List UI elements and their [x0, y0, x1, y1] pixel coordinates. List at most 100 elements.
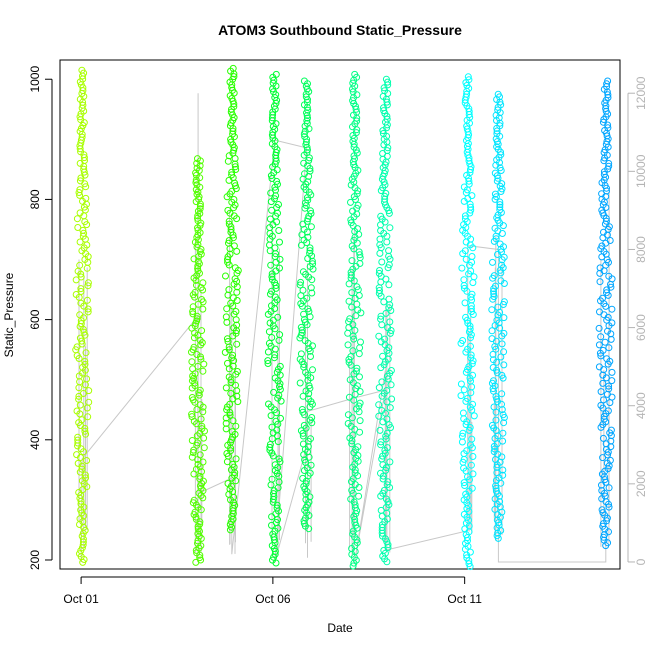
data-point [296, 281, 304, 289]
data-point [306, 469, 314, 477]
data-point [345, 280, 353, 288]
data-point [225, 286, 233, 294]
data-point [492, 235, 500, 243]
data-point [189, 310, 197, 318]
data-point [193, 281, 200, 289]
data-point [377, 315, 385, 323]
data-point [197, 355, 205, 363]
data-point [386, 458, 394, 466]
data-point [604, 77, 612, 85]
data-point [351, 70, 359, 78]
data-point [597, 333, 605, 341]
data-point [231, 471, 238, 479]
data-point [301, 133, 309, 141]
data-point [75, 395, 83, 403]
data-point [73, 407, 81, 415]
data-point [605, 344, 613, 352]
data-point [309, 260, 317, 268]
data-point [603, 132, 611, 140]
data-point [303, 294, 311, 302]
data-point [271, 244, 279, 252]
data-point [457, 392, 465, 400]
data-point [195, 167, 203, 174]
data-point [297, 278, 305, 286]
data-point [227, 389, 235, 397]
burst-1 [72, 66, 93, 566]
data-point [224, 206, 232, 214]
data-point [377, 212, 385, 220]
data-point [81, 427, 89, 435]
data-point [232, 422, 240, 430]
data-point [222, 272, 229, 280]
data-point [498, 340, 506, 348]
data-point [196, 520, 204, 528]
data-point [231, 264, 239, 272]
data-point [304, 106, 312, 114]
data-point [468, 192, 476, 200]
data-point [352, 367, 360, 375]
data-point [388, 395, 396, 403]
data-point [299, 286, 307, 294]
data-point [461, 247, 469, 255]
data-point [309, 366, 316, 374]
data-point [83, 457, 91, 464]
data-point [463, 447, 471, 455]
data-point [222, 419, 230, 427]
data-point [85, 387, 93, 395]
data-point [264, 357, 272, 365]
data-point [489, 356, 497, 364]
data-point [300, 421, 308, 429]
data-point [196, 451, 204, 459]
x-tick-label: Oct 11 [447, 592, 482, 606]
data-point [383, 98, 391, 106]
data-point [500, 329, 508, 337]
data-point [353, 190, 361, 198]
data-point [192, 186, 200, 194]
data-point [462, 255, 470, 263]
data-point [225, 217, 233, 225]
data-point [194, 525, 202, 533]
data-point [74, 436, 82, 444]
data-point [499, 471, 507, 479]
data-point [190, 496, 198, 504]
data-point [276, 238, 283, 246]
data-point [461, 215, 469, 223]
data-point [194, 231, 202, 239]
data-point [488, 335, 496, 343]
data-point [195, 391, 203, 399]
data-point [224, 359, 231, 367]
data-point [229, 294, 237, 302]
data-point [266, 443, 274, 451]
data-point [84, 279, 92, 287]
data-point [375, 412, 383, 420]
data-point [77, 285, 85, 293]
data-point [349, 530, 357, 538]
data-point [273, 504, 281, 512]
data-point [191, 288, 199, 296]
data-point [190, 446, 198, 454]
data-point [608, 305, 616, 313]
data-point [85, 398, 93, 406]
data-point [307, 223, 315, 231]
data-point [74, 459, 82, 467]
data-point [226, 400, 234, 408]
data-point [77, 288, 85, 295]
burst-9 [488, 90, 508, 542]
data-point [223, 406, 231, 414]
data-point [76, 186, 84, 194]
data-point [493, 469, 501, 477]
data-point [491, 169, 499, 177]
data-point [355, 248, 363, 256]
data-point [82, 194, 90, 202]
data-point [74, 433, 82, 441]
data-point [306, 247, 314, 255]
x-tick-label: Oct 06 [255, 592, 291, 606]
data-point [188, 410, 196, 418]
data-point [387, 367, 395, 374]
data-point [604, 407, 612, 415]
data-point [79, 390, 87, 397]
data-point [380, 107, 388, 115]
data-point [225, 346, 233, 354]
data-point [465, 76, 473, 84]
y-tick-label: 200 [28, 550, 42, 570]
